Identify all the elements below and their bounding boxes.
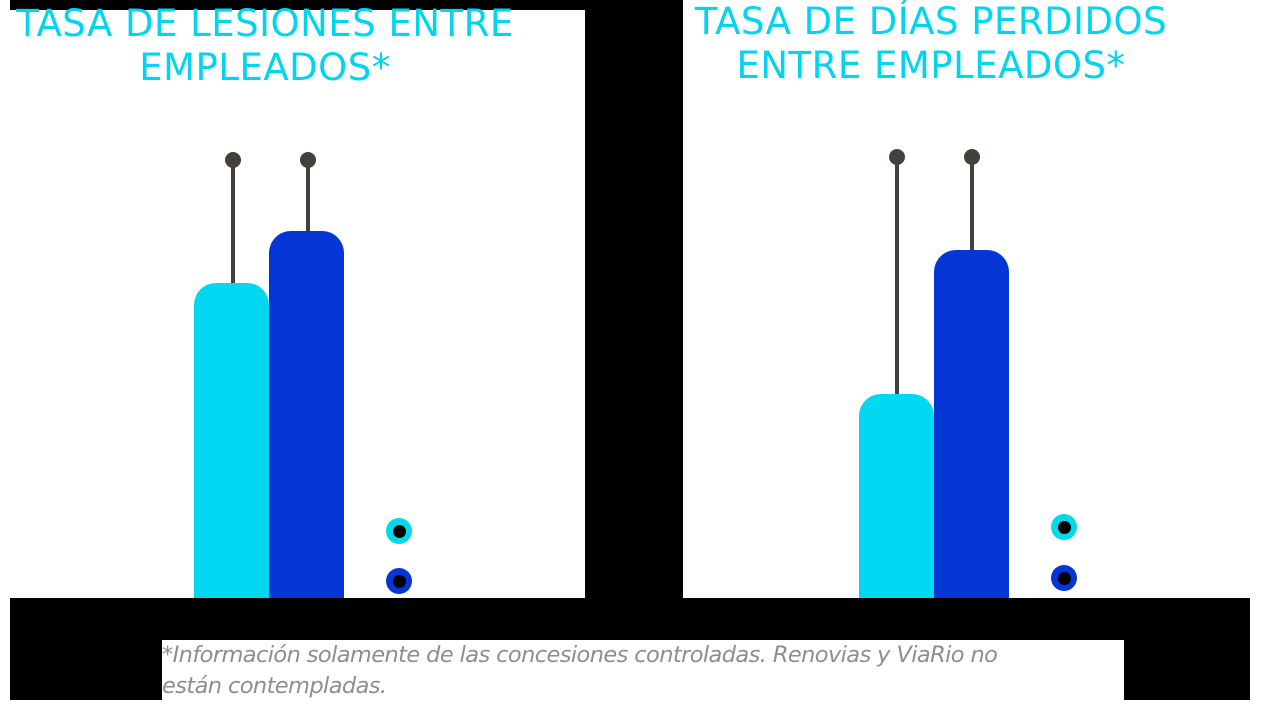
- top-band: [10, 0, 585, 10]
- chart-title: TASA DE DÍAS PERDIDOS ENTRE EMPLEADOS*: [694, 0, 1168, 87]
- bottom-right-block: [1124, 640, 1250, 700]
- bar-series-2: [269, 231, 344, 598]
- bar-series-2: [934, 250, 1009, 598]
- whisker-cap: [964, 149, 980, 165]
- footnote: *Información solamente de las concesione…: [162, 640, 1124, 700]
- bottom-left-block: [10, 640, 162, 700]
- bar-series-1: [194, 283, 269, 598]
- whisker: [231, 160, 235, 284]
- bar-series-1: [859, 394, 934, 598]
- whisker-cap: [300, 152, 316, 168]
- bottom-band: [10, 598, 1250, 640]
- whisker: [306, 160, 310, 232]
- whisker: [970, 157, 974, 251]
- footnote-line-1: *Información solamente de las concesione…: [162, 642, 998, 668]
- chart-title: TASA DE LESIONES ENTRE EMPLEADOS*: [16, 2, 514, 89]
- legend-marker-series-2: [386, 568, 412, 594]
- whisker-cap: [225, 152, 241, 168]
- whisker: [895, 157, 899, 395]
- middle-column: [585, 0, 683, 598]
- legend-marker-series-1: [386, 518, 412, 544]
- legend-marker-series-2: [1051, 565, 1077, 591]
- whisker-cap: [889, 149, 905, 165]
- footnote-line-2: están contempladas.: [162, 673, 387, 699]
- legend-marker-series-1: [1051, 514, 1077, 540]
